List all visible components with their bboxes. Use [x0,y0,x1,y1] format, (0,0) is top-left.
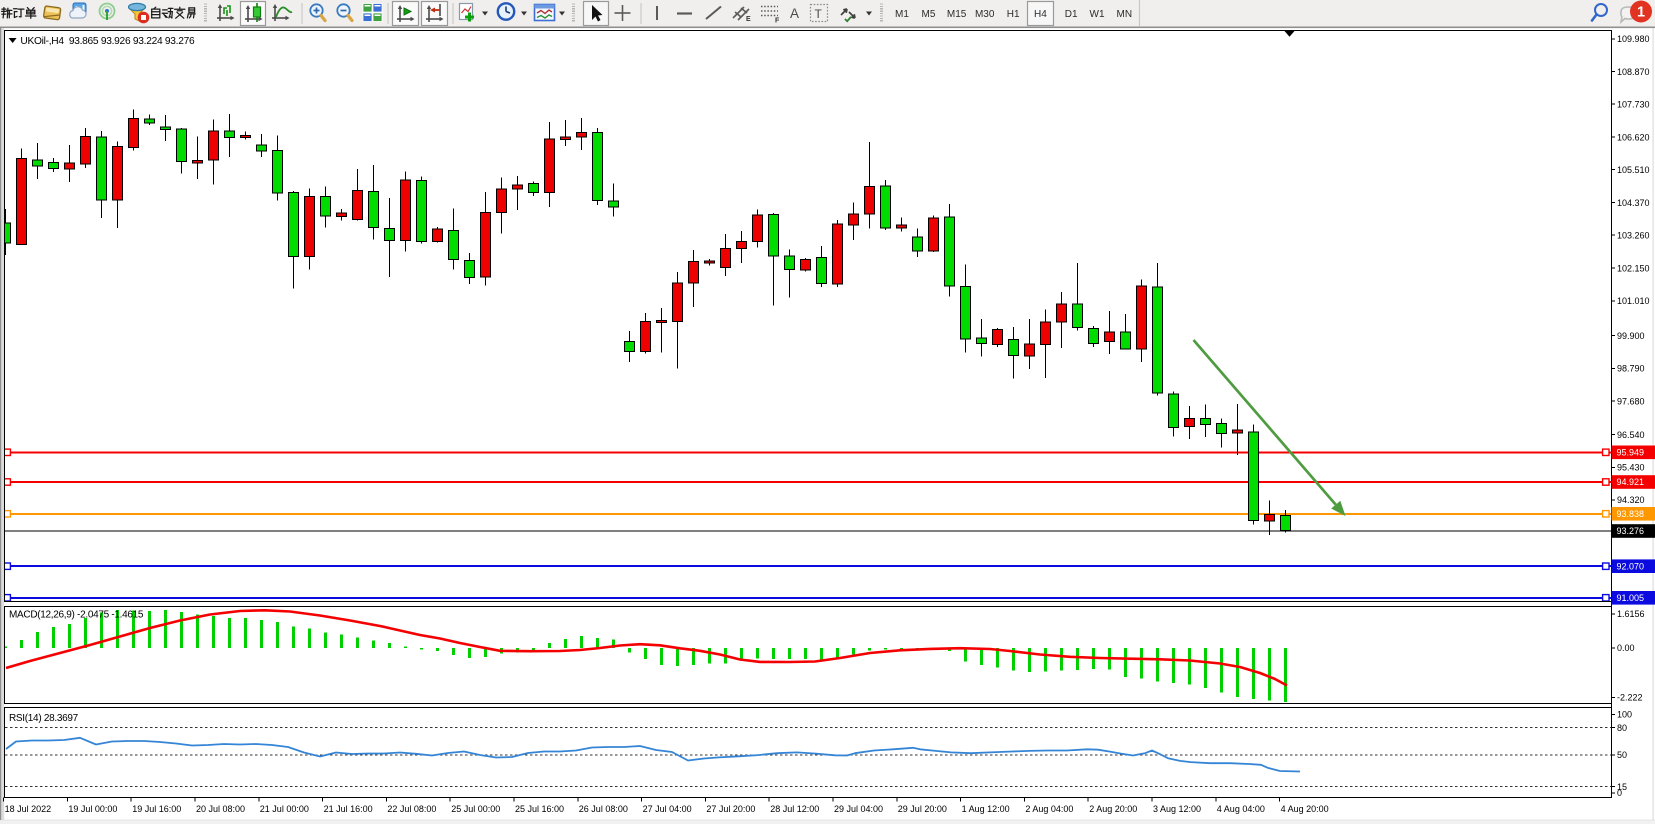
svg-text:H1: H1 [1007,9,1020,20]
svg-text:2 Aug 20:00: 2 Aug 20:00 [1089,804,1137,814]
svg-text:M1: M1 [895,9,909,20]
svg-text:1.6156: 1.6156 [1617,609,1645,619]
svg-text:D1: D1 [1065,9,1078,20]
svg-text:1: 1 [1637,5,1645,21]
svg-text:94.320: 94.320 [1617,495,1645,505]
svg-text:20 Jul 08:00: 20 Jul 08:00 [196,804,245,814]
svg-text:91.005: 91.005 [1617,593,1645,603]
svg-text:A: A [790,6,799,21]
svg-text:28 Jul 12:00: 28 Jul 12:00 [770,804,819,814]
svg-text:25 Jul 00:00: 25 Jul 00:00 [451,804,500,814]
svg-text:97.680: 97.680 [1617,396,1645,406]
svg-text:104.370: 104.370 [1617,198,1650,208]
svg-text:M15: M15 [947,9,967,20]
svg-text:109.980: 109.980 [1617,34,1650,44]
svg-text:26 Jul 08:00: 26 Jul 08:00 [579,804,628,814]
svg-text:99.900: 99.900 [1617,331,1645,341]
svg-text:95.430: 95.430 [1617,463,1645,473]
svg-text:93.838: 93.838 [1617,509,1645,519]
svg-text:94.921: 94.921 [1617,477,1645,487]
svg-text:29 Jul 04:00: 29 Jul 04:00 [834,804,883,814]
svg-text:M30: M30 [975,9,995,20]
svg-text:MN: MN [1117,9,1133,20]
svg-text:92.070: 92.070 [1617,561,1645,571]
svg-text:W1: W1 [1090,9,1105,20]
svg-text:105.510: 105.510 [1617,165,1650,175]
svg-text:T: T [815,7,823,21]
svg-text:93.276: 93.276 [1617,526,1645,536]
svg-text:RSI(14) 28.3697: RSI(14) 28.3697 [9,713,79,724]
svg-text:MACD(12,26,9) -2.0475 -1.4615: MACD(12,26,9) -2.0475 -1.4615 [9,610,144,621]
svg-text:2 Aug 04:00: 2 Aug 04:00 [1025,804,1073,814]
svg-text:21 Jul 16:00: 21 Jul 16:00 [324,804,373,814]
svg-text:19 Jul 00:00: 19 Jul 00:00 [68,804,117,814]
svg-text:108.870: 108.870 [1617,67,1650,77]
svg-text:M5: M5 [922,9,936,20]
svg-text:0: 0 [1617,788,1622,798]
svg-text:27 Jul 20:00: 27 Jul 20:00 [706,804,755,814]
svg-text:1 Aug 12:00: 1 Aug 12:00 [962,804,1010,814]
svg-text:F: F [775,18,780,25]
svg-text:95.949: 95.949 [1617,448,1645,458]
svg-text:98.790: 98.790 [1617,364,1645,374]
svg-text:19 Jul 16:00: 19 Jul 16:00 [132,804,181,814]
svg-text:80: 80 [1617,723,1627,733]
svg-text:96.540: 96.540 [1617,430,1645,440]
svg-text:50: 50 [1617,750,1627,760]
svg-text:3 Aug 12:00: 3 Aug 12:00 [1153,804,1201,814]
svg-text:18 Jul 2022: 18 Jul 2022 [5,804,52,814]
svg-text:107.730: 107.730 [1617,99,1650,109]
svg-text:4 Aug 04:00: 4 Aug 04:00 [1217,804,1265,814]
svg-text:0.00: 0.00 [1617,643,1635,653]
svg-text:106.620: 106.620 [1617,132,1650,142]
svg-text:29 Jul 20:00: 29 Jul 20:00 [898,804,947,814]
svg-text:22 Jul 08:00: 22 Jul 08:00 [387,804,436,814]
svg-text:21 Jul 00:00: 21 Jul 00:00 [260,804,309,814]
svg-text:E: E [746,16,751,23]
svg-text:25 Jul 16:00: 25 Jul 16:00 [515,804,564,814]
svg-text:H4: H4 [1034,9,1047,20]
svg-text:103.260: 103.260 [1617,230,1650,240]
svg-text:-2.222: -2.222 [1617,693,1643,703]
svg-text:101.010: 101.010 [1617,296,1650,306]
svg-text:100: 100 [1617,710,1632,720]
svg-text:UKOil-,H4 93.865 93.926 93.22: UKOil-,H4 93.865 93.926 93.224 93.276 [20,36,195,47]
svg-text:27 Jul 04:00: 27 Jul 04:00 [643,804,692,814]
svg-text:4 Aug 20:00: 4 Aug 20:00 [1281,804,1329,814]
svg-text:102.150: 102.150 [1617,263,1650,273]
